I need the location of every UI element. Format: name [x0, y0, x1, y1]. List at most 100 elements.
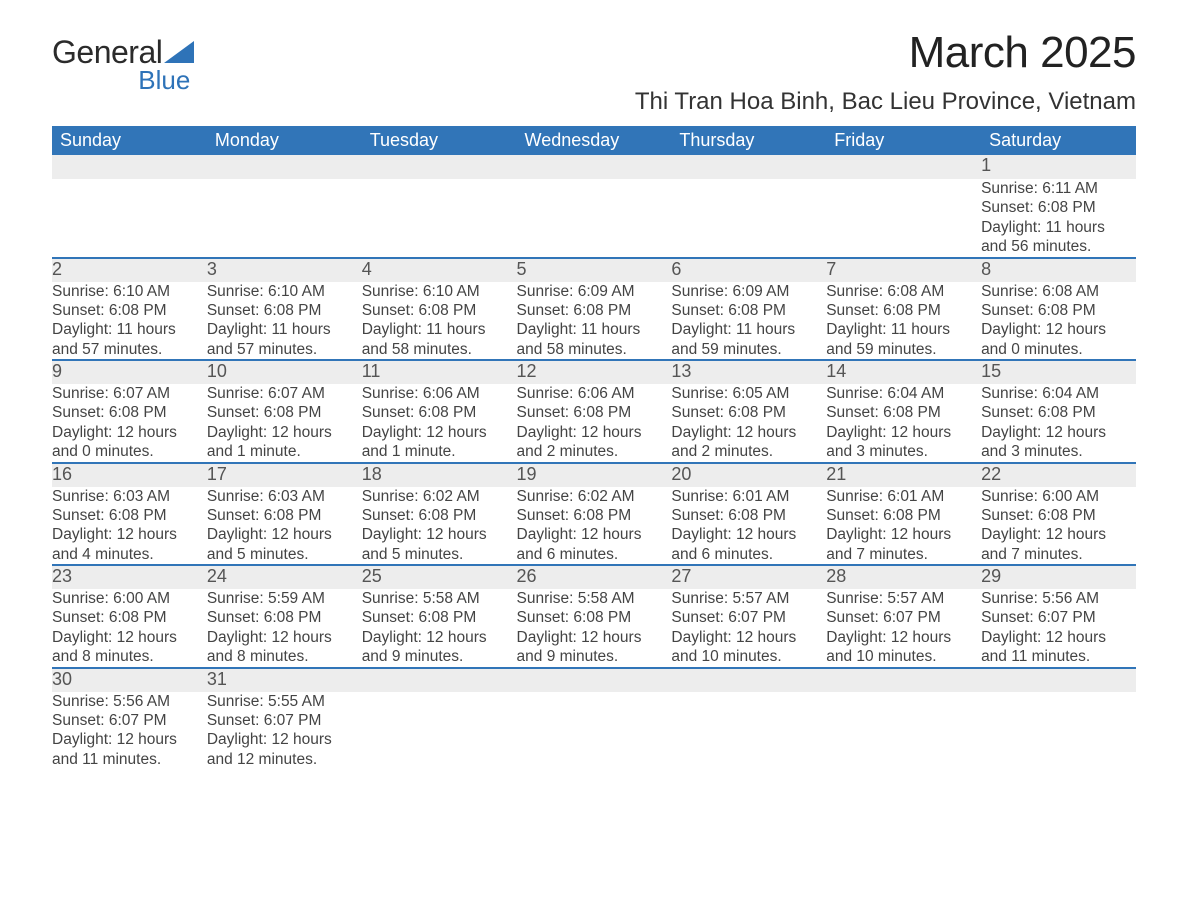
day-detail-cell: Sunrise: 5:57 AMSunset: 6:07 PMDaylight:…	[826, 589, 981, 668]
day-number-cell	[362, 155, 517, 179]
sunset-text: Sunset: 6:08 PM	[207, 608, 362, 627]
sunset-text: Sunset: 6:07 PM	[52, 711, 207, 730]
day-detail-cell	[362, 179, 517, 258]
day-number-cell: 11	[362, 360, 517, 384]
daylight-text: and 6 minutes.	[671, 545, 826, 564]
day-detail-row: Sunrise: 6:03 AMSunset: 6:08 PMDaylight:…	[52, 487, 1136, 566]
daylight-text: and 59 minutes.	[826, 340, 981, 359]
month-title: March 2025	[635, 28, 1136, 78]
day-detail-cell: Sunrise: 6:08 AMSunset: 6:08 PMDaylight:…	[981, 282, 1136, 361]
day-detail-cell	[517, 179, 672, 258]
day-number-cell: 8	[981, 258, 1136, 282]
day-detail-cell: Sunrise: 6:09 AMSunset: 6:08 PMDaylight:…	[671, 282, 826, 361]
day-detail-cell: Sunrise: 5:59 AMSunset: 6:08 PMDaylight:…	[207, 589, 362, 668]
sunset-text: Sunset: 6:07 PM	[207, 711, 362, 730]
day-detail-cell	[362, 692, 517, 770]
day-detail-cell: Sunrise: 6:06 AMSunset: 6:08 PMDaylight:…	[362, 384, 517, 463]
sunrise-text: Sunrise: 5:57 AM	[826, 589, 981, 608]
day-number-cell: 2	[52, 258, 207, 282]
day-detail-cell: Sunrise: 6:10 AMSunset: 6:08 PMDaylight:…	[52, 282, 207, 361]
header-area: General Blue March 2025 Thi Tran Hoa Bin…	[52, 28, 1136, 116]
day-number-cell: 29	[981, 565, 1136, 589]
sunset-text: Sunset: 6:08 PM	[362, 301, 517, 320]
daylight-text: Daylight: 12 hours	[671, 628, 826, 647]
brand-logo: General Blue	[52, 28, 194, 96]
day-number-row: 9101112131415	[52, 360, 1136, 384]
daylight-text: and 0 minutes.	[981, 340, 1136, 359]
daylight-text: Daylight: 12 hours	[207, 628, 362, 647]
day-detail-cell	[826, 692, 981, 770]
daylight-text: and 7 minutes.	[826, 545, 981, 564]
daylight-text: Daylight: 12 hours	[826, 628, 981, 647]
sunrise-text: Sunrise: 6:07 AM	[52, 384, 207, 403]
day-number-cell	[517, 155, 672, 179]
day-number-row: 3031	[52, 668, 1136, 692]
day-detail-cell	[981, 692, 1136, 770]
sunrise-text: Sunrise: 6:02 AM	[517, 487, 672, 506]
daylight-text: Daylight: 12 hours	[981, 628, 1136, 647]
daylight-text: and 1 minute.	[362, 442, 517, 461]
day-detail-cell: Sunrise: 6:10 AMSunset: 6:08 PMDaylight:…	[207, 282, 362, 361]
day-number-cell: 3	[207, 258, 362, 282]
day-number-cell	[52, 155, 207, 179]
day-detail-cell: Sunrise: 6:02 AMSunset: 6:08 PMDaylight:…	[362, 487, 517, 566]
daylight-text: Daylight: 11 hours	[981, 218, 1136, 237]
daylight-text: and 56 minutes.	[981, 237, 1136, 256]
day-number-cell: 26	[517, 565, 672, 589]
sunset-text: Sunset: 6:08 PM	[981, 506, 1136, 525]
daylight-text: Daylight: 12 hours	[52, 423, 207, 442]
day-detail-cell: Sunrise: 6:10 AMSunset: 6:08 PMDaylight:…	[362, 282, 517, 361]
day-detail-cell	[207, 179, 362, 258]
weekday-header-row: Sunday Monday Tuesday Wednesday Thursday…	[52, 126, 1136, 155]
day-number-cell: 5	[517, 258, 672, 282]
daylight-text: and 11 minutes.	[52, 750, 207, 769]
day-detail-cell	[517, 692, 672, 770]
sunrise-text: Sunrise: 5:59 AM	[207, 589, 362, 608]
weekday-header: Thursday	[671, 126, 826, 155]
sunset-text: Sunset: 6:07 PM	[671, 608, 826, 627]
daylight-text: and 10 minutes.	[826, 647, 981, 666]
day-number-cell: 28	[826, 565, 981, 589]
daylight-text: and 0 minutes.	[52, 442, 207, 461]
sunset-text: Sunset: 6:08 PM	[517, 403, 672, 422]
daylight-text: and 10 minutes.	[671, 647, 826, 666]
day-number-cell: 17	[207, 463, 362, 487]
daylight-text: Daylight: 12 hours	[362, 423, 517, 442]
sunrise-text: Sunrise: 6:01 AM	[826, 487, 981, 506]
sunset-text: Sunset: 6:08 PM	[517, 608, 672, 627]
sunrise-text: Sunrise: 6:08 AM	[981, 282, 1136, 301]
daylight-text: and 5 minutes.	[362, 545, 517, 564]
daylight-text: Daylight: 11 hours	[671, 320, 826, 339]
weekday-header: Sunday	[52, 126, 207, 155]
day-number-cell: 30	[52, 668, 207, 692]
day-detail-cell: Sunrise: 5:57 AMSunset: 6:07 PMDaylight:…	[671, 589, 826, 668]
sunrise-text: Sunrise: 6:08 AM	[826, 282, 981, 301]
daylight-text: and 57 minutes.	[52, 340, 207, 359]
sunrise-text: Sunrise: 6:09 AM	[517, 282, 672, 301]
sunrise-text: Sunrise: 6:05 AM	[671, 384, 826, 403]
day-number-cell	[362, 668, 517, 692]
sunrise-text: Sunrise: 5:58 AM	[362, 589, 517, 608]
sunrise-text: Sunrise: 6:10 AM	[52, 282, 207, 301]
sunset-text: Sunset: 6:08 PM	[671, 403, 826, 422]
day-detail-cell: Sunrise: 6:11 AMSunset: 6:08 PMDaylight:…	[981, 179, 1136, 258]
day-number-cell: 13	[671, 360, 826, 384]
day-detail-cell: Sunrise: 6:03 AMSunset: 6:08 PMDaylight:…	[52, 487, 207, 566]
day-number-cell	[981, 668, 1136, 692]
day-detail-cell: Sunrise: 6:03 AMSunset: 6:08 PMDaylight:…	[207, 487, 362, 566]
day-number-cell	[671, 668, 826, 692]
day-detail-row: Sunrise: 6:11 AMSunset: 6:08 PMDaylight:…	[52, 179, 1136, 258]
daylight-text: and 7 minutes.	[981, 545, 1136, 564]
daylight-text: Daylight: 12 hours	[826, 525, 981, 544]
day-detail-cell	[671, 692, 826, 770]
daylight-text: and 6 minutes.	[517, 545, 672, 564]
day-number-cell: 14	[826, 360, 981, 384]
sunset-text: Sunset: 6:08 PM	[52, 608, 207, 627]
sunrise-text: Sunrise: 6:10 AM	[207, 282, 362, 301]
day-number-cell: 31	[207, 668, 362, 692]
daylight-text: Daylight: 12 hours	[981, 320, 1136, 339]
day-number-cell: 24	[207, 565, 362, 589]
sunrise-text: Sunrise: 5:55 AM	[207, 692, 362, 711]
day-number-row: 23242526272829	[52, 565, 1136, 589]
day-number-row: 16171819202122	[52, 463, 1136, 487]
